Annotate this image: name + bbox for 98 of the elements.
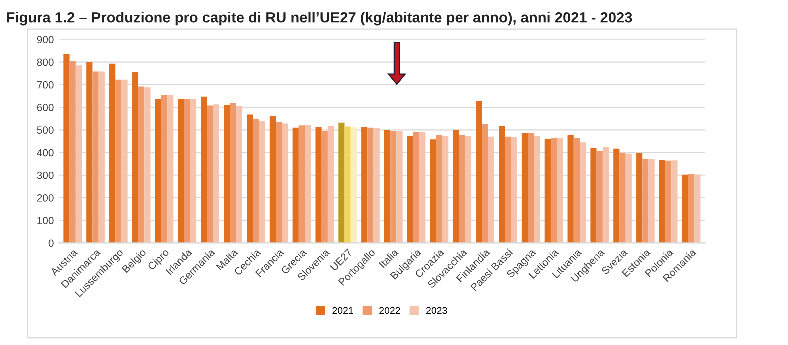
- bar: [390, 131, 397, 244]
- bar: [259, 122, 266, 244]
- bar: [544, 138, 551, 244]
- bar: [384, 130, 391, 244]
- bar: [626, 154, 632, 244]
- bar: [328, 126, 334, 244]
- bar: [488, 136, 494, 244]
- bar: [511, 137, 518, 244]
- bar: [534, 136, 540, 244]
- bar: [70, 61, 76, 244]
- y-tick-label: 600: [37, 104, 54, 112]
- bar: [338, 122, 345, 244]
- bar: [350, 128, 357, 244]
- bar: [620, 153, 626, 244]
- bar: [688, 174, 695, 244]
- bar: [270, 116, 276, 244]
- bar: [694, 174, 701, 244]
- bar: [213, 104, 220, 244]
- bar: [682, 174, 688, 244]
- bar: [550, 138, 558, 244]
- bar: [413, 132, 420, 244]
- bar: [122, 80, 128, 244]
- bar: [282, 124, 288, 244]
- bar: [580, 142, 586, 244]
- bar: [305, 125, 312, 244]
- bar: [144, 88, 151, 244]
- chart-title: Figura 1.2 – Produzione pro capite di RU nell’UE27 (kg/abitante per anno), anni 2021 - 2023: [7, 12, 632, 26]
- bar: [362, 127, 368, 244]
- bar: [292, 128, 299, 244]
- bar: [505, 136, 512, 244]
- bar: [499, 126, 506, 244]
- bar: [666, 160, 672, 244]
- legend-label: 2022: [380, 307, 400, 314]
- bar: [207, 106, 214, 244]
- legend-label: 2021: [332, 307, 354, 314]
- y-tick-label: 400: [37, 149, 54, 157]
- bar: [316, 127, 322, 244]
- bar: [602, 147, 610, 244]
- bar: [420, 132, 426, 244]
- bar: [253, 119, 260, 244]
- bar: [224, 105, 230, 244]
- bar: [184, 99, 190, 244]
- legend-label: 2023: [426, 307, 448, 314]
- bar: [168, 95, 174, 244]
- bar: [276, 122, 282, 244]
- bar: [76, 66, 82, 244]
- bar: [659, 160, 666, 244]
- y-tick-label: 100: [38, 217, 54, 224]
- bar: [155, 99, 162, 244]
- bar: [590, 148, 597, 244]
- bar: [98, 72, 105, 244]
- bar: [528, 134, 534, 244]
- bar: [574, 138, 580, 244]
- bar: [368, 128, 374, 244]
- y-tick-label: 900: [37, 36, 54, 44]
- bar: [138, 86, 145, 244]
- bar: [459, 135, 466, 244]
- bar: [672, 160, 678, 244]
- bar: [132, 72, 139, 244]
- bar: [396, 131, 403, 244]
- bar: [246, 114, 254, 244]
- bar: [482, 124, 488, 244]
- bar: [557, 138, 564, 244]
- bar: [522, 134, 528, 244]
- bar: [465, 136, 472, 244]
- bar: [642, 159, 649, 244]
- bar: [86, 62, 93, 244]
- bar: [298, 126, 306, 244]
- bar: [648, 159, 655, 244]
- y-tick-label: 200: [37, 194, 54, 202]
- bar: [236, 106, 242, 244]
- bar: [110, 64, 116, 244]
- bar: [596, 151, 603, 244]
- bar: [453, 130, 460, 244]
- y-tick-label: 300: [37, 172, 54, 180]
- y-tick-label: 700: [37, 81, 54, 89]
- y-tick-label: 500: [37, 126, 54, 134]
- bar: [436, 135, 443, 244]
- bar: [64, 54, 70, 244]
- bar: [230, 103, 236, 244]
- bar: [190, 99, 197, 244]
- bar: [407, 136, 414, 244]
- y-tick-label: 800: [37, 58, 54, 66]
- bar: [201, 96, 208, 244]
- bar: [374, 128, 380, 244]
- bar: [568, 135, 574, 244]
- bar: [442, 136, 449, 244]
- bar: [636, 153, 643, 244]
- bar: [322, 131, 328, 244]
- y-tick-label: 0: [48, 240, 54, 248]
- bar: [178, 99, 184, 244]
- bar: [344, 126, 351, 244]
- bar: [116, 80, 122, 244]
- bar: [161, 95, 168, 244]
- bar: [614, 148, 620, 244]
- bar: [92, 72, 99, 244]
- bar: [476, 101, 482, 244]
- bar: [430, 140, 436, 244]
